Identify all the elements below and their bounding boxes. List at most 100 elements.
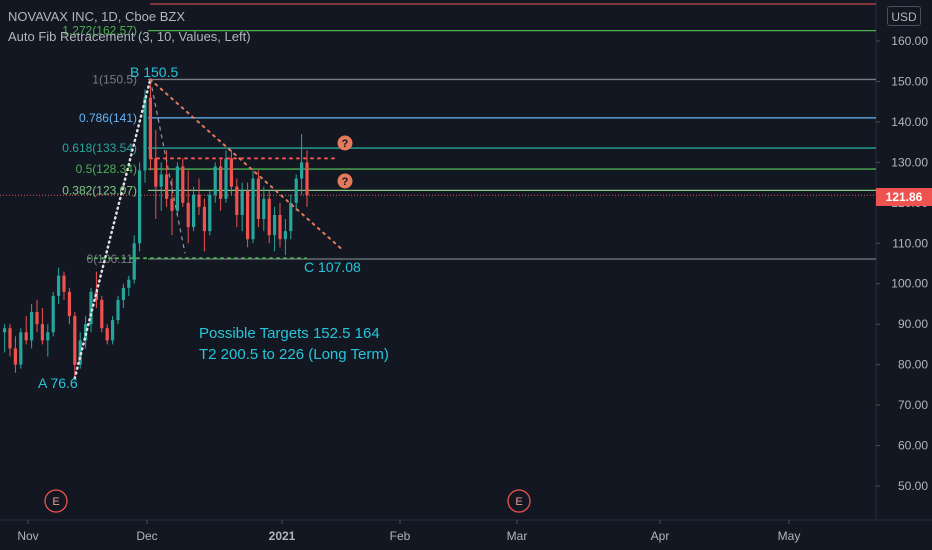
candle-body bbox=[105, 328, 109, 341]
candle-body bbox=[40, 324, 44, 341]
candle-body bbox=[127, 279, 131, 288]
candle-body bbox=[100, 299, 104, 329]
alert-question-icon bbox=[337, 173, 353, 189]
time-tick-label: 2021 bbox=[269, 529, 296, 543]
candle-body bbox=[262, 198, 266, 219]
time-tick-label: Apr bbox=[651, 529, 670, 543]
candle-body bbox=[251, 178, 255, 240]
candle-body bbox=[246, 190, 250, 240]
point-b-label: B 150.5 bbox=[130, 64, 178, 80]
time-tick-label: Nov bbox=[17, 529, 38, 543]
time-tick-label: Mar bbox=[507, 529, 528, 543]
candle-body bbox=[240, 190, 244, 215]
price-tick-label: 80.00 bbox=[898, 358, 928, 372]
alert-question-mark: ? bbox=[342, 138, 349, 150]
price-tick-label: 140.00 bbox=[891, 115, 928, 129]
ab-leg-line bbox=[73, 78, 152, 380]
candle-body bbox=[24, 332, 28, 341]
targets-text-long-term: T2 200.5 to 226 (Long Term) bbox=[199, 346, 389, 363]
candle-body bbox=[62, 275, 66, 292]
candle-body bbox=[8, 328, 12, 349]
fib-level-label: 0(106.11) bbox=[87, 252, 137, 266]
descending-trendline bbox=[149, 78, 343, 251]
candle-body bbox=[219, 166, 223, 199]
candle-body bbox=[256, 178, 260, 219]
earnings-marker-icon bbox=[507, 489, 531, 513]
candle-body bbox=[121, 287, 125, 300]
candle-body bbox=[138, 170, 142, 244]
candle-body bbox=[111, 320, 115, 341]
point-c-label: C 107.08 bbox=[304, 259, 361, 275]
candle-body bbox=[192, 194, 196, 228]
earnings-marker-letter: E bbox=[515, 496, 522, 508]
candle-body bbox=[3, 328, 7, 333]
candle-body bbox=[51, 295, 55, 333]
candle-body bbox=[19, 332, 23, 365]
candle-body bbox=[57, 275, 61, 296]
price-tick-label: 160.00 bbox=[891, 34, 928, 48]
price-tick-label: 150.00 bbox=[891, 74, 928, 88]
time-tick-label: Feb bbox=[390, 529, 411, 543]
candle-body bbox=[89, 291, 93, 325]
targets-text: Possible Targets 152.5 164 bbox=[199, 325, 380, 342]
fib-level-label: 0.618(133.54) bbox=[62, 141, 137, 155]
candle-body bbox=[186, 202, 190, 228]
currency-button[interactable]: USD bbox=[887, 6, 921, 26]
candle-body bbox=[73, 316, 77, 365]
candle-body bbox=[181, 166, 185, 203]
candle-body bbox=[229, 158, 233, 187]
candle-body bbox=[202, 206, 206, 232]
symbol-title[interactable]: NOVAVAX INC, 1D, Cboe BZX bbox=[8, 9, 185, 24]
fib-level-label: 0.5(128.34) bbox=[76, 162, 137, 176]
time-tick-label: May bbox=[778, 529, 801, 543]
candle-body bbox=[159, 174, 163, 187]
price-tick-label: 130.00 bbox=[891, 155, 928, 169]
candle-body bbox=[305, 162, 309, 196]
candle-body bbox=[154, 158, 158, 187]
price-tick-label: 60.00 bbox=[898, 439, 928, 453]
time-tick-label: Dec bbox=[136, 529, 157, 543]
candle-body bbox=[175, 166, 179, 211]
candle-body bbox=[132, 243, 136, 280]
candle-body bbox=[294, 178, 298, 203]
candle-body bbox=[165, 174, 169, 199]
candle-body bbox=[289, 202, 293, 232]
candle-body bbox=[170, 198, 174, 211]
candle-body bbox=[30, 312, 34, 341]
price-tick-label: 50.00 bbox=[898, 479, 928, 493]
alert-question-mark: ? bbox=[342, 176, 349, 188]
candle-body bbox=[46, 332, 50, 341]
candle-body bbox=[84, 324, 88, 341]
price-tick-label: 90.00 bbox=[898, 317, 928, 331]
candle-body bbox=[143, 97, 147, 171]
candle-body bbox=[35, 312, 39, 325]
indicator-title[interactable]: Auto Fib Retracement (3, 10, Values, Lef… bbox=[8, 29, 251, 44]
candle-body bbox=[116, 299, 120, 321]
candle-body bbox=[283, 231, 287, 240]
fib-level-label: 0.382(123.07) bbox=[62, 183, 137, 197]
candle-body bbox=[213, 166, 217, 195]
candle-body bbox=[267, 198, 271, 236]
price-tick-label: 100.00 bbox=[891, 277, 928, 291]
last-price-badge: 121.86 bbox=[876, 188, 932, 206]
alert-question-icon bbox=[337, 135, 353, 151]
bc-leg-line bbox=[149, 79, 186, 254]
earnings-marker-letter: E bbox=[52, 496, 59, 508]
candle-body bbox=[208, 194, 212, 232]
candle-body bbox=[197, 194, 201, 207]
candle-body bbox=[224, 158, 228, 199]
price-tick-label: 70.00 bbox=[898, 398, 928, 412]
point-a-label: A 76.6 bbox=[38, 375, 78, 391]
fib-level-label: 1.272(162.57) bbox=[62, 24, 137, 38]
earnings-marker-icon bbox=[44, 489, 68, 513]
candle-body bbox=[235, 186, 239, 215]
fib-level-label: 1(150.5) bbox=[92, 72, 137, 86]
fib-level-label: 0.786(141) bbox=[79, 111, 137, 125]
candle-body bbox=[148, 97, 152, 159]
candle-body bbox=[67, 291, 71, 317]
candle-body bbox=[278, 214, 282, 240]
candle-body bbox=[300, 162, 304, 179]
price-tick-label: 110.00 bbox=[892, 236, 928, 250]
candle-body bbox=[13, 348, 17, 365]
